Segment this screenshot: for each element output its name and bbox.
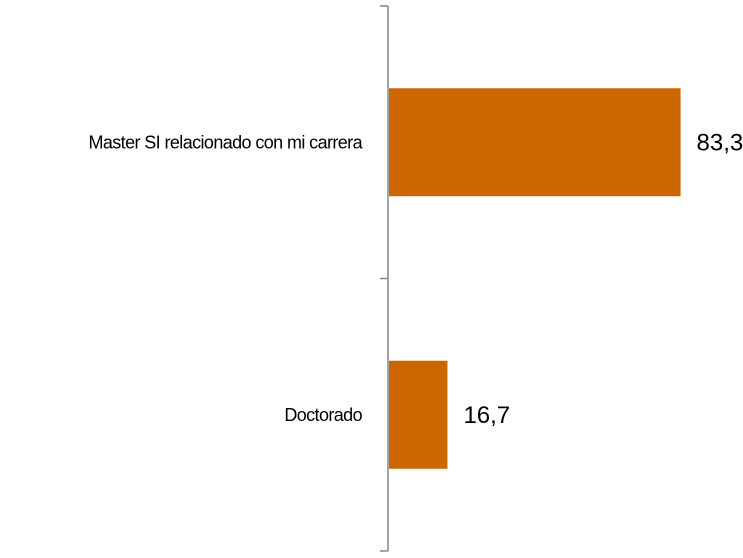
bar xyxy=(389,88,681,197)
value-label: 16,7 xyxy=(463,402,510,429)
category-labels: Master SI relacionado con mi carrera Doct… xyxy=(88,132,364,425)
category-label: Doctorado xyxy=(284,405,362,425)
category-label: Master SI relacionado con mi carrera xyxy=(88,132,363,152)
bars-group xyxy=(389,88,681,469)
value-labels: 83,3 16,7 xyxy=(463,129,743,429)
bar xyxy=(389,360,448,469)
category-axis xyxy=(380,5,389,552)
value-label: 83,3 xyxy=(697,129,743,156)
